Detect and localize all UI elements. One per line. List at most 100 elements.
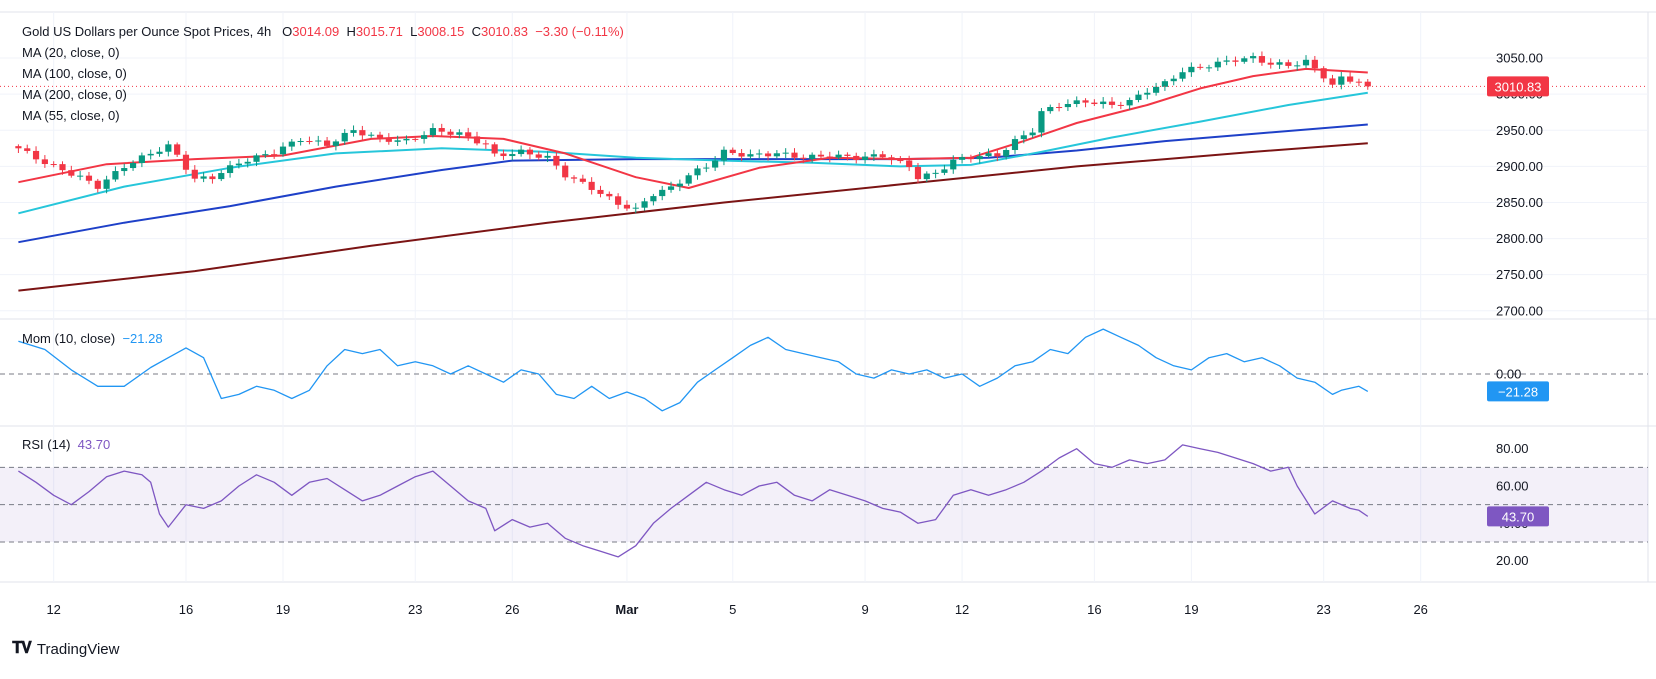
low-value: 3008.15 xyxy=(417,24,465,39)
candle-body xyxy=(138,155,145,164)
candle-body xyxy=(1329,78,1336,85)
candle-body xyxy=(1144,92,1151,95)
candle-body xyxy=(394,140,401,142)
low-label: L xyxy=(410,24,418,39)
candle-body xyxy=(623,204,631,209)
candle-body xyxy=(147,153,154,156)
candle-body xyxy=(85,175,93,181)
y-tick-label: 2850.00 xyxy=(1496,195,1543,210)
candle-body xyxy=(694,168,701,176)
rsi-value: 43.70 xyxy=(77,437,111,452)
candle-body xyxy=(518,149,525,155)
main-legend: Gold US Dollars per Ounce Spot Prices, 4… xyxy=(22,21,624,126)
ma200-path xyxy=(18,142,1368,292)
candle-body xyxy=(1285,62,1292,66)
ma20-legend[interactable]: MA (20, close, 0) xyxy=(22,45,120,60)
rsi-legend[interactable]: RSI (14) 43.70 xyxy=(22,434,110,455)
high-label: H xyxy=(346,24,356,39)
candle-body xyxy=(403,138,410,141)
candle-body xyxy=(526,149,534,155)
rsi-tick-label: 60.00 xyxy=(1496,479,1529,494)
candle-body xyxy=(764,153,772,157)
candle-body xyxy=(712,160,719,168)
candle-body xyxy=(306,140,313,142)
candle-body xyxy=(1117,104,1124,106)
last-price-label: 3010.83 xyxy=(1495,79,1542,94)
candle-body xyxy=(791,152,798,158)
candle-body xyxy=(1232,60,1239,62)
candle-body xyxy=(235,163,242,166)
candle-body xyxy=(297,140,304,142)
candle-body xyxy=(1126,99,1133,106)
candle-body xyxy=(1355,81,1363,83)
candle-body xyxy=(782,152,789,154)
change-value: −3.30 (−0.11%) xyxy=(535,24,624,39)
x-tick-label: 12 xyxy=(46,602,60,617)
x-tick-label: 5 xyxy=(729,602,736,617)
candle-body xyxy=(632,207,639,209)
candle-body xyxy=(368,134,375,136)
candle-body xyxy=(897,160,904,162)
candle-body xyxy=(1241,58,1248,62)
candle-body xyxy=(385,137,392,142)
candle-body xyxy=(121,168,128,172)
candle-body xyxy=(218,173,225,180)
candle-body xyxy=(112,171,119,180)
rsi-value-tag xyxy=(1487,506,1549,527)
candle-body xyxy=(226,165,234,174)
tradingview-watermark[interactable]: 𝐓𝐕 TradingView xyxy=(12,640,119,658)
candle-body xyxy=(1047,107,1054,112)
mom-legend[interactable]: Mom (10, close) −21.28 xyxy=(22,328,163,349)
candle-body xyxy=(200,176,207,179)
candle-body xyxy=(914,166,922,180)
ma55-line xyxy=(18,91,1368,215)
ma100-path xyxy=(18,123,1368,244)
y-tick-label: 2900.00 xyxy=(1496,159,1543,174)
ma200-line xyxy=(18,142,1368,292)
candle-body xyxy=(182,154,190,170)
grid-lines xyxy=(0,11,1656,583)
candle-body xyxy=(429,128,437,136)
candle-body xyxy=(341,132,348,142)
candle-body xyxy=(165,144,172,152)
candle-body xyxy=(976,156,983,160)
candle-body xyxy=(570,177,578,179)
candle-body xyxy=(853,155,860,160)
candle-body xyxy=(1294,65,1301,67)
candle-body xyxy=(1179,72,1186,79)
candle-body xyxy=(1029,132,1036,136)
candle-body xyxy=(861,156,869,160)
x-tick-label: 23 xyxy=(408,602,422,617)
candle-body xyxy=(412,138,419,140)
candle-body xyxy=(650,196,657,202)
ma100-legend[interactable]: MA (100, close, 0) xyxy=(22,66,127,81)
ma55-legend[interactable]: MA (55, close, 0) xyxy=(22,108,120,123)
mom-tick-label: 0.00 xyxy=(1496,367,1521,382)
tradingview-logo-icon: 𝐓𝐕 xyxy=(12,640,32,657)
ma200-legend[interactable]: MA (200, close, 0) xyxy=(22,87,127,102)
candle-body xyxy=(1311,59,1318,69)
mom-value: −21.28 xyxy=(122,331,163,346)
candle-body xyxy=(676,183,683,187)
candle-body xyxy=(667,186,675,190)
candle-body xyxy=(1038,111,1045,133)
candle-body xyxy=(191,169,198,179)
candle-body xyxy=(332,141,339,146)
candle-body xyxy=(1302,59,1310,66)
candle-body xyxy=(421,135,428,139)
close-value: 3010.83 xyxy=(480,24,528,39)
candle-body xyxy=(1161,81,1169,87)
candle-body xyxy=(1100,101,1107,105)
candle-body xyxy=(941,169,948,173)
candle-body xyxy=(1082,100,1089,103)
candle-body xyxy=(350,130,357,133)
candle-body xyxy=(985,153,992,157)
candle-body xyxy=(817,154,825,157)
candle-body xyxy=(1135,94,1142,100)
rsi-label: RSI (14) xyxy=(22,437,71,452)
candle-body xyxy=(359,130,366,136)
candle-body xyxy=(156,151,163,154)
candle-body xyxy=(659,189,666,197)
candle-body xyxy=(1250,56,1257,59)
